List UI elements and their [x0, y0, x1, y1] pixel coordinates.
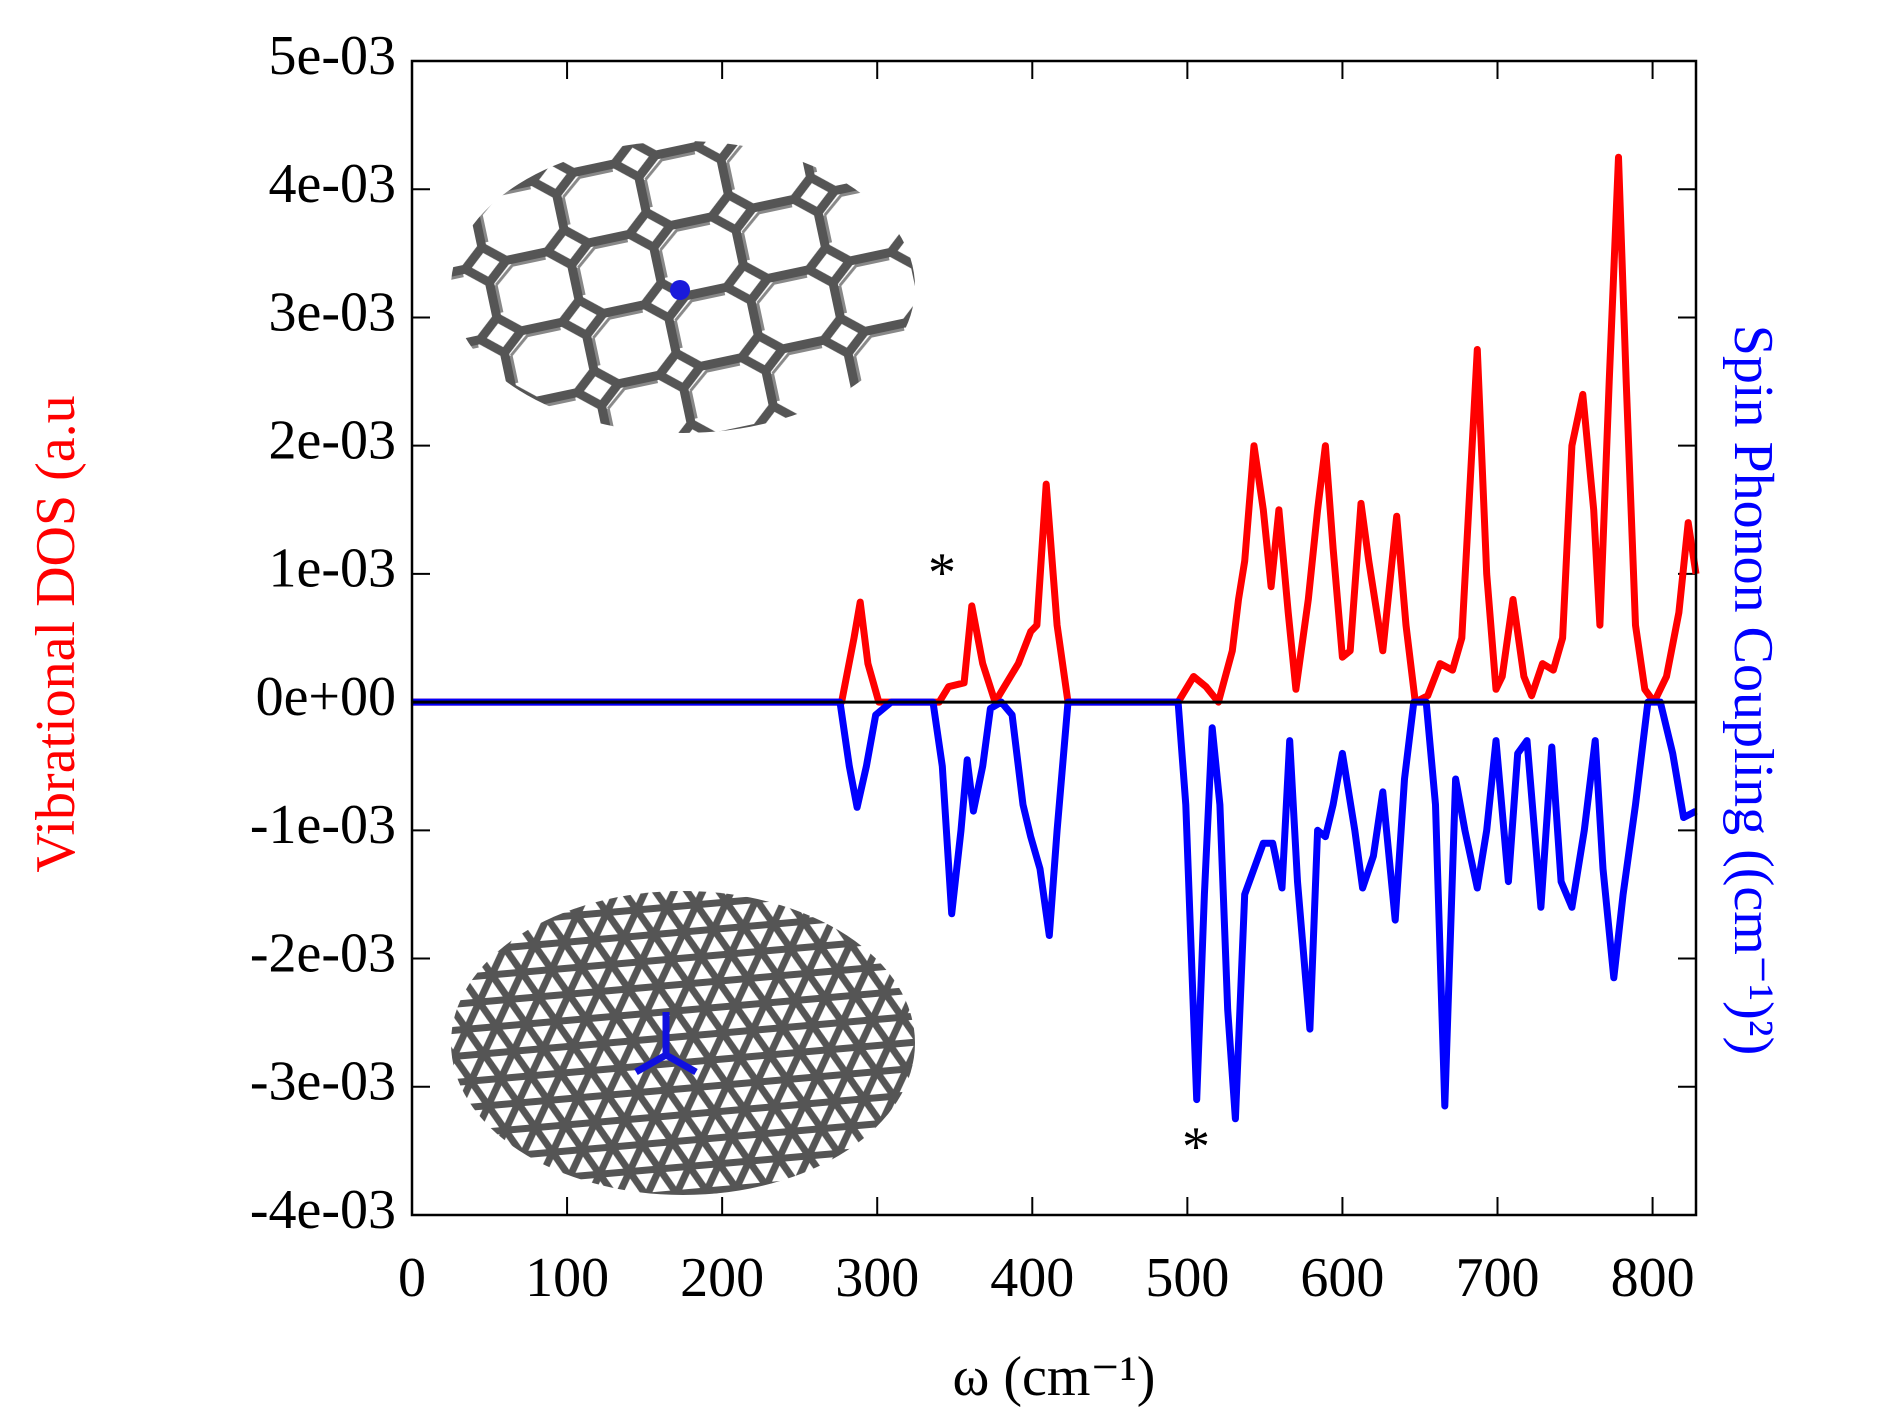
y-tick-label: -2e-03 [250, 922, 396, 984]
y-tick-label: 4e-03 [268, 153, 396, 215]
x-tick-label: 300 [835, 1247, 919, 1309]
annotation: * [928, 542, 956, 604]
y2-axis-label: Spin Phonon Coupling ((cm⁻¹)²) [1722, 325, 1784, 1055]
x-tick-label: 200 [680, 1247, 764, 1309]
x-tick-label: 800 [1611, 1247, 1695, 1309]
x-tick-label: 600 [1300, 1247, 1384, 1309]
y-tick-label: -3e-03 [250, 1051, 396, 1113]
annotation: * [1182, 1116, 1210, 1178]
y-tick-label: 5e-03 [268, 25, 396, 87]
x-axis-label: ω (cm⁻¹) [953, 1346, 1156, 1408]
y-axis-label: Vibrational DOS (a.u [25, 395, 87, 872]
y-tick-label: 3e-03 [268, 281, 396, 343]
x-tick-label: 400 [990, 1247, 1074, 1309]
series-line [412, 698, 1698, 1123]
x-tick-label: 0 [398, 1247, 426, 1309]
x-tick-label: 100 [525, 1247, 609, 1309]
plot-frame [410, 59, 1698, 1217]
inset-top [451, 141, 915, 433]
x-tick-label: 500 [1145, 1247, 1229, 1309]
y-tick-label: -1e-03 [250, 794, 396, 856]
y-tick-label: 1e-03 [268, 538, 396, 600]
y-tick-label: 2e-03 [268, 410, 396, 472]
series-line [412, 153, 1700, 706]
inset-bottom [451, 891, 915, 1195]
y-tick-label: -4e-03 [250, 1179, 396, 1241]
x-tick-label: 700 [1456, 1247, 1540, 1309]
y-tick-label: 0e+00 [256, 666, 396, 728]
